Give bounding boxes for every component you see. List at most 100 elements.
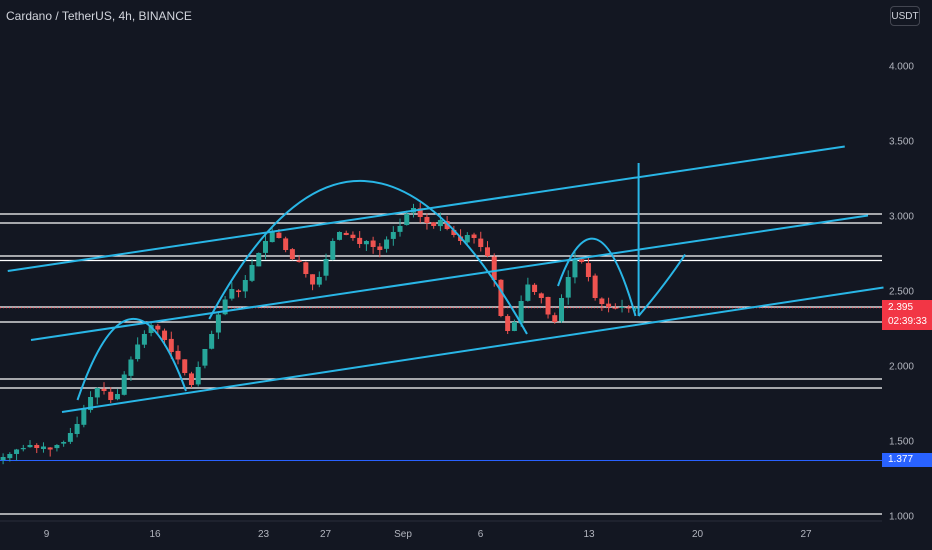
candle	[182, 359, 188, 376]
candle	[417, 202, 423, 223]
candle-body	[236, 290, 242, 292]
candle-body	[330, 241, 336, 260]
candle-body	[155, 325, 161, 330]
candle-body	[101, 388, 107, 391]
candle-body	[40, 446, 46, 450]
candle-body	[202, 349, 208, 366]
candle-body	[121, 374, 127, 395]
candle-body	[276, 232, 282, 238]
candle-body	[229, 289, 235, 299]
candle-body	[417, 208, 423, 217]
candle-body	[424, 216, 430, 223]
time-tick-label: Sep	[394, 529, 412, 540]
candle	[20, 444, 26, 452]
candlesticks	[0, 202, 638, 465]
candle	[249, 258, 255, 283]
candle-body	[94, 388, 100, 398]
candle-body	[384, 239, 390, 249]
candle-body	[168, 338, 174, 352]
candle-body	[209, 334, 215, 349]
candle	[384, 236, 390, 253]
candle-body	[67, 433, 73, 442]
candle	[303, 261, 309, 278]
candle-body	[599, 298, 605, 304]
candle-body	[579, 259, 585, 262]
candle	[40, 442, 46, 453]
currency-badge[interactable]: USDT	[890, 6, 920, 26]
candle	[518, 295, 524, 327]
candle-body	[498, 279, 504, 316]
candle	[34, 443, 40, 454]
candle	[188, 371, 194, 388]
candle	[108, 387, 114, 404]
candle	[14, 448, 20, 461]
candle	[606, 297, 612, 313]
candle-body	[518, 301, 524, 324]
candle	[431, 221, 437, 229]
candle-body	[242, 280, 248, 292]
candle-body	[612, 307, 618, 309]
candle-body	[27, 445, 33, 448]
candle	[229, 282, 235, 301]
candle	[0, 453, 6, 465]
candle-body	[619, 307, 625, 308]
candle	[310, 274, 316, 291]
pattern-arc	[557, 237, 637, 317]
trend-channel-line	[7, 145, 845, 272]
price-tick-label: 1.500	[888, 436, 914, 448]
trend-channel-line	[61, 286, 884, 413]
candle	[532, 283, 538, 295]
candle-body	[444, 221, 450, 229]
candle-body	[128, 359, 134, 376]
candle	[552, 312, 558, 324]
candle-body	[81, 409, 87, 425]
candle	[74, 416, 80, 438]
candle-body	[336, 232, 342, 240]
candle	[377, 243, 383, 258]
candle	[209, 330, 215, 350]
candle-body	[471, 234, 477, 238]
price-tick-label: 3.000	[888, 211, 914, 223]
candle-body	[626, 307, 632, 309]
candle-body	[478, 238, 484, 247]
candle	[545, 296, 551, 319]
candle	[350, 231, 356, 241]
candle-body	[565, 277, 571, 298]
candle	[195, 361, 201, 387]
candle	[27, 440, 33, 448]
pattern-arc	[76, 318, 187, 401]
candle	[88, 391, 94, 413]
candle	[599, 297, 605, 311]
candle-body	[538, 293, 544, 298]
candle-body	[552, 315, 558, 322]
candle-body	[14, 449, 20, 454]
candle	[202, 348, 208, 369]
candle-body	[34, 445, 40, 448]
candle	[343, 230, 349, 236]
candle	[572, 251, 578, 284]
candle-body	[135, 344, 141, 360]
candle-body	[558, 298, 564, 322]
candle	[148, 321, 154, 337]
candle	[505, 314, 511, 335]
candle	[357, 231, 363, 248]
time-tick-label: 16	[149, 529, 161, 540]
candle-body	[74, 424, 80, 434]
candle	[114, 389, 120, 401]
candle	[242, 275, 248, 298]
candle-body	[61, 442, 67, 444]
chart-drawings	[7, 145, 884, 413]
candle-body	[47, 447, 53, 450]
candle-body	[20, 448, 26, 450]
symbol-title[interactable]: Cardano / TetherUS, 4h, BINANCE	[6, 9, 192, 23]
candle-body	[303, 262, 309, 274]
candle-body	[162, 330, 168, 340]
candle	[135, 337, 141, 362]
candle-body	[572, 259, 578, 278]
candle-body	[262, 241, 268, 253]
candle-body	[592, 275, 598, 298]
candle	[256, 252, 262, 267]
candle-body	[188, 373, 194, 385]
candle	[511, 319, 517, 332]
